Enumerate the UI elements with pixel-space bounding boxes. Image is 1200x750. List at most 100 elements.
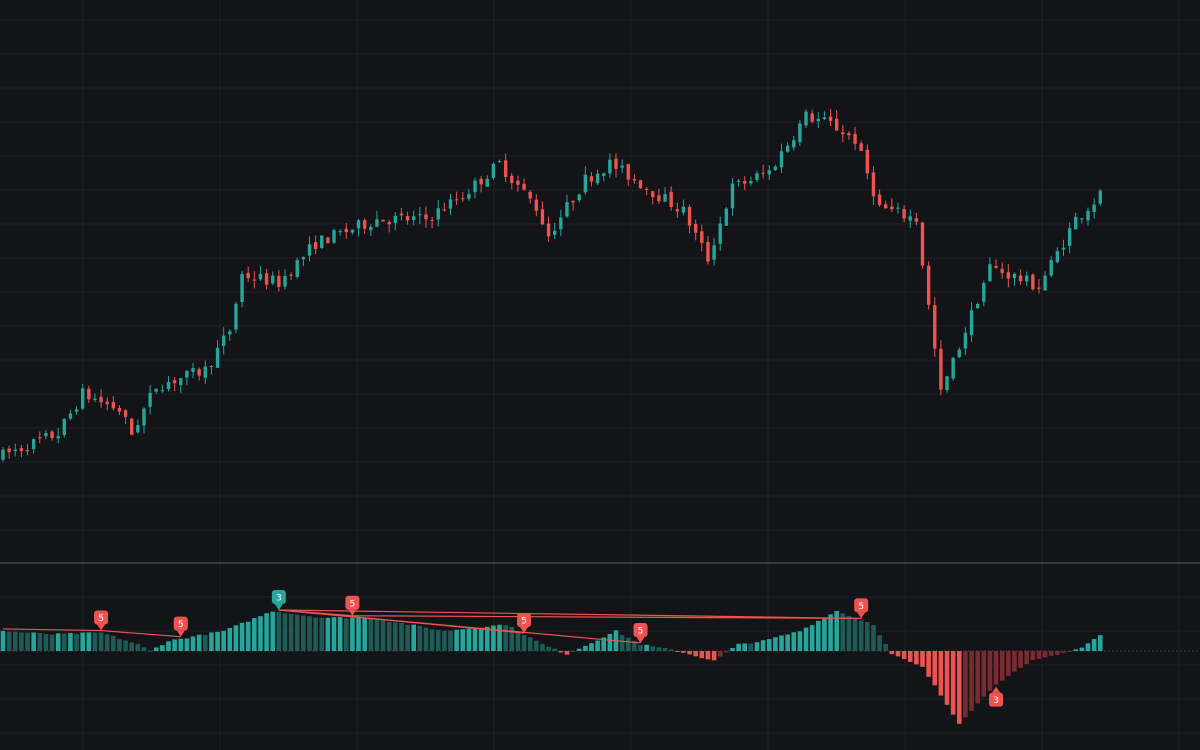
candle-body <box>185 370 189 378</box>
histogram-bar <box>687 651 692 655</box>
histogram-bar <box>760 640 766 651</box>
histogram-bar <box>55 633 61 651</box>
candle <box>1025 271 1029 287</box>
candle-body <box>485 178 489 187</box>
candle <box>834 109 839 131</box>
candle <box>68 409 73 421</box>
candle <box>896 202 900 214</box>
candle <box>485 175 489 187</box>
histogram-bar <box>724 651 729 653</box>
marker-badge <box>271 589 286 604</box>
candle <box>148 385 152 415</box>
candle-body <box>252 279 257 281</box>
candle <box>712 237 716 266</box>
candle-body <box>142 408 146 426</box>
candle <box>234 301 238 334</box>
candle-body <box>687 206 692 226</box>
candle <box>166 376 171 392</box>
candle <box>350 229 355 235</box>
histogram-bar <box>319 617 325 651</box>
histogram-bar <box>307 616 312 651</box>
candle-body <box>565 202 569 217</box>
candle-body <box>491 163 496 178</box>
candle <box>338 229 342 236</box>
histogram-bar <box>932 651 938 686</box>
candle-body <box>632 178 637 181</box>
candle <box>816 112 820 129</box>
histogram-bar <box>1024 651 1030 665</box>
candle-body <box>19 448 24 452</box>
candle-body <box>148 392 152 407</box>
candle-body <box>896 207 900 209</box>
candle <box>1098 189 1102 207</box>
histogram-bar <box>1073 649 1079 651</box>
histogram-bar <box>423 627 429 651</box>
histogram-bar <box>252 618 257 651</box>
candle <box>1049 256 1053 278</box>
histogram-bar <box>607 633 613 651</box>
histogram-bar <box>926 651 931 677</box>
candle <box>99 389 103 408</box>
histogram-bar <box>270 611 276 651</box>
candle-body <box>271 275 275 284</box>
histogram-bar <box>619 634 625 651</box>
candle <box>975 302 980 309</box>
divergence-line <box>278 609 862 620</box>
candle <box>730 177 735 216</box>
marker-pointer <box>636 636 645 643</box>
histogram-bar <box>356 617 361 651</box>
candle-body <box>853 133 857 144</box>
candle-body <box>675 209 679 212</box>
histogram-bar <box>374 619 380 651</box>
candle <box>663 187 667 202</box>
price-pane[interactable] <box>1 108 1102 462</box>
candle-body <box>87 388 91 400</box>
candle <box>847 131 851 140</box>
histogram-bar <box>368 618 374 651</box>
histogram-bar <box>12 631 18 651</box>
candle-body <box>546 223 551 237</box>
histogram-bar <box>184 638 190 651</box>
candle-body <box>945 376 949 391</box>
candle-body <box>810 113 814 122</box>
histogram-bar <box>1048 651 1054 656</box>
divergence-line <box>2 628 102 632</box>
candle <box>1080 217 1084 224</box>
candle-body <box>571 201 575 203</box>
candle-body <box>436 208 440 220</box>
histogram-bar <box>80 632 85 651</box>
candle-body <box>651 191 655 198</box>
histogram-bar <box>699 651 705 659</box>
candle-body <box>203 366 207 378</box>
candle <box>761 164 765 179</box>
histogram-bar <box>1097 635 1103 651</box>
histogram-bar <box>37 632 43 651</box>
histogram-pane[interactable] <box>0 611 1103 724</box>
histogram-bar <box>858 620 864 651</box>
histogram-bar <box>31 632 36 651</box>
candle <box>1012 272 1017 286</box>
candle <box>362 218 367 234</box>
histogram-bar <box>656 647 662 651</box>
candle-body <box>1067 228 1072 246</box>
histogram-bar <box>662 648 668 651</box>
candle-body <box>914 218 919 222</box>
candle-body <box>700 231 704 243</box>
candle <box>785 142 790 153</box>
candle <box>877 189 882 207</box>
histogram-bar <box>442 630 447 651</box>
histogram-bar <box>883 643 889 651</box>
histogram-bar <box>6 631 12 651</box>
candle-body <box>473 180 477 193</box>
candle <box>638 179 643 189</box>
candle <box>412 210 416 226</box>
candle-body <box>209 366 214 368</box>
candle-body <box>865 149 870 174</box>
candle-body <box>80 388 85 409</box>
candle-body <box>1 449 5 460</box>
candle-body <box>841 132 845 135</box>
candle <box>381 219 385 222</box>
candle-body <box>785 145 790 152</box>
